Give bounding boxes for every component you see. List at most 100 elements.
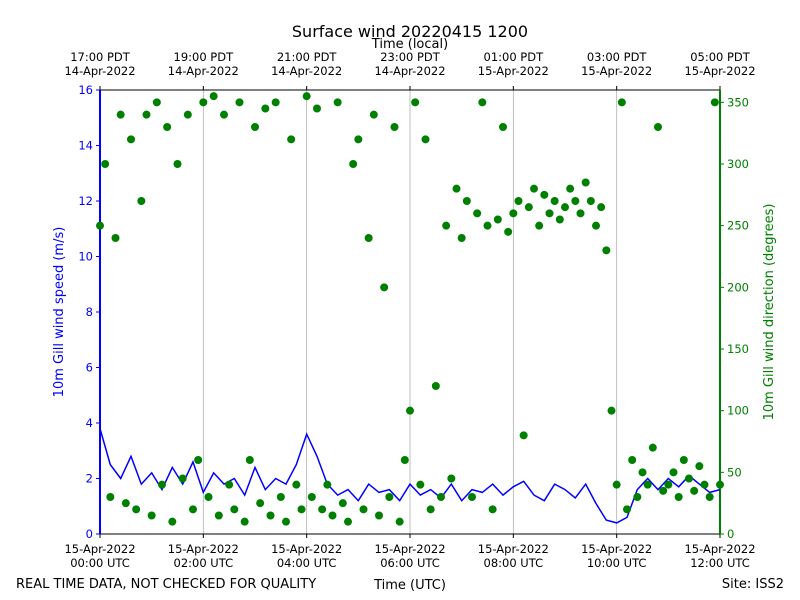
x2-tick-label-line: 14-Apr-2022	[64, 64, 135, 78]
direction-point	[333, 98, 342, 107]
direction-point	[137, 197, 146, 205]
direction-point	[297, 505, 306, 514]
direction-point	[705, 493, 714, 501]
direction-point	[214, 511, 223, 520]
direction-point	[380, 283, 389, 292]
direction-point	[111, 234, 120, 242]
direction-point	[519, 431, 528, 440]
direction-point	[442, 221, 451, 230]
x-tick-label: 15-Apr-2022 12:00 UTC	[684, 542, 755, 570]
direction-point	[163, 123, 172, 131]
direction-point	[369, 110, 378, 119]
y-tick-label: 10	[78, 250, 93, 264]
direction-point	[395, 517, 404, 526]
direction-point	[235, 98, 244, 107]
direction-point	[271, 98, 280, 107]
x2-tick-label-line: 15-Apr-2022	[581, 64, 652, 78]
direction-point	[178, 474, 187, 483]
direction-point	[493, 215, 502, 224]
y-tick-label: 8	[86, 305, 93, 319]
x2-tick-label: 21:00 PDT 14-Apr-2022	[271, 50, 342, 78]
x2-tick-label: 19:00 PDT 14-Apr-2022	[168, 50, 239, 78]
direction-point	[612, 480, 621, 489]
y-tick-label: 0	[86, 527, 93, 541]
x2-tick-label: 03:00 PDT 15-Apr-2022	[581, 50, 652, 78]
x2-tick-label-line: 19:00 PDT	[174, 50, 235, 64]
direction-point	[101, 160, 110, 168]
y-tick-label: 4	[86, 416, 93, 430]
direction-point	[199, 98, 208, 107]
x-tick-label-line: 15-Apr-2022	[64, 542, 135, 556]
direction-point	[421, 135, 430, 144]
direction-point	[204, 493, 213, 501]
direction-point	[245, 456, 254, 464]
direction-point	[354, 135, 363, 144]
y2-tick-label: 0	[727, 527, 734, 541]
direction-point	[695, 462, 704, 471]
y-tick-label: 6	[86, 361, 93, 375]
x2-axis-label: Time (local)	[371, 37, 448, 52]
y-axis-label: 10m Gill wind speed (m/s)	[52, 227, 67, 398]
x2-tick-label-line: 21:00 PDT	[277, 50, 338, 64]
direction-point	[390, 123, 399, 131]
direction-point	[602, 246, 611, 255]
y2-tick-label: 50	[727, 465, 742, 479]
x-tick-label-line: 15-Apr-2022	[168, 542, 239, 556]
direction-point	[183, 110, 192, 119]
direction-point	[530, 184, 538, 193]
x2-tick-label: 01:00 PDT 15-Apr-2022	[478, 50, 549, 78]
direction-point	[411, 98, 420, 107]
direction-point	[571, 197, 580, 205]
direction-point	[385, 493, 394, 501]
x2-tick-label-line: 14-Apr-2022	[374, 64, 445, 78]
direction-point	[375, 511, 383, 520]
x-tick-label: 15-Apr-2022 00:00 UTC	[64, 542, 135, 570]
x2-tick-label-line: 14-Apr-2022	[271, 64, 342, 78]
direction-point	[447, 474, 456, 483]
direction-point	[437, 493, 445, 501]
direction-point	[488, 505, 497, 514]
x-tick-label-line: 15-Apr-2022	[684, 542, 755, 556]
direction-point	[643, 480, 652, 489]
direction-point	[561, 203, 569, 212]
direction-point	[220, 110, 228, 119]
direction-point	[524, 203, 533, 212]
direction-point	[96, 221, 104, 230]
direction-point	[276, 493, 285, 501]
x-tick-label-line: 15-Apr-2022	[271, 542, 342, 556]
y2-tick-label: 300	[727, 157, 749, 171]
x-tick-label-line: 15-Apr-2022	[374, 542, 445, 556]
direction-point	[328, 511, 337, 520]
direction-point	[426, 505, 435, 514]
x2-tick-label-line: 17:00 PDT	[70, 50, 131, 64]
direction-point	[416, 480, 425, 489]
direction-point	[318, 505, 327, 514]
direction-point	[152, 98, 161, 107]
direction-point	[710, 98, 719, 107]
direction-point	[189, 505, 197, 514]
direction-point	[225, 480, 234, 489]
x-tick-label-line: 06:00 UTC	[380, 556, 440, 570]
y-tick-label: 14	[78, 139, 93, 153]
x2-tick-label: 23:00 PDT 14-Apr-2022	[374, 50, 445, 78]
direction-point	[633, 493, 642, 501]
x-axis-label: Time (UTC)	[373, 578, 446, 593]
direction-point	[106, 493, 115, 501]
direction-point	[504, 227, 513, 236]
direction-point	[648, 443, 657, 452]
direction-point	[690, 486, 699, 495]
direction-point	[292, 480, 301, 489]
direction-point	[674, 493, 683, 501]
direction-point	[478, 98, 487, 107]
direction-point	[509, 209, 518, 218]
x-tick-label-line: 15-Apr-2022	[478, 542, 549, 556]
direction-point	[617, 98, 626, 107]
direction-point	[669, 468, 678, 477]
direction-point	[302, 92, 311, 101]
direction-point	[592, 221, 600, 230]
y-tick-label: 12	[78, 194, 93, 208]
direction-point	[555, 215, 564, 224]
x-tick-label: 15-Apr-2022 04:00 UTC	[271, 542, 342, 570]
direction-point	[638, 468, 647, 477]
